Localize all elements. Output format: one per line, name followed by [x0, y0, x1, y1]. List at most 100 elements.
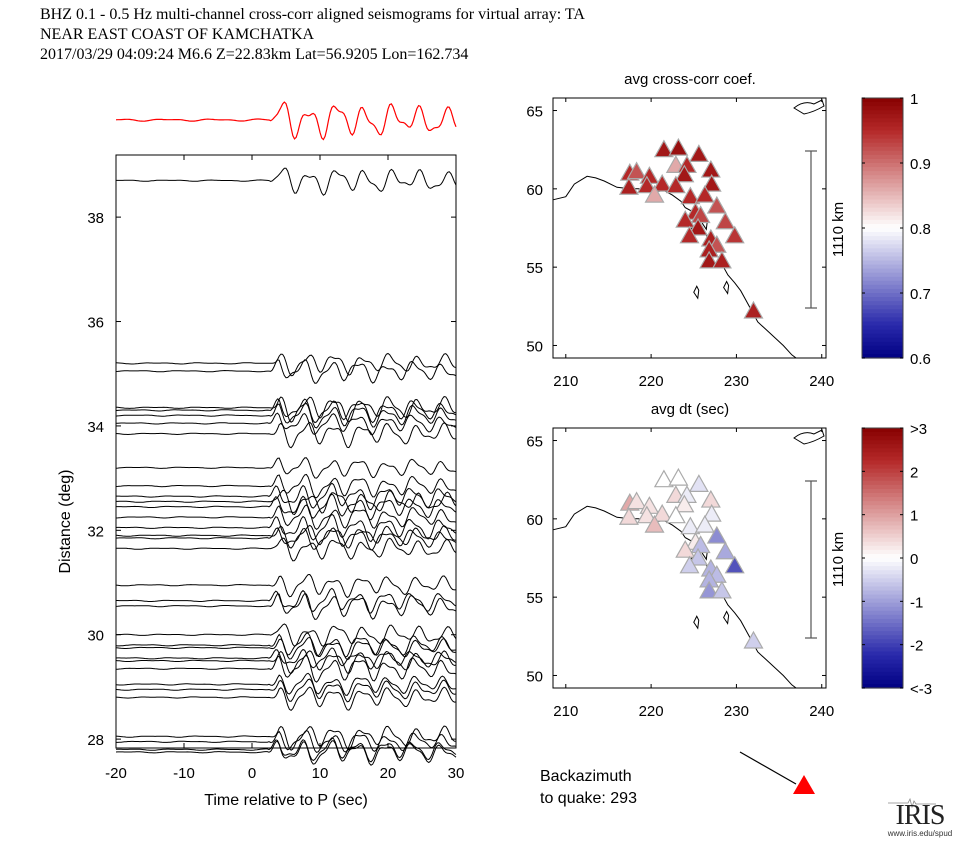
colorbar-segment: [862, 582, 903, 588]
colorbar-segment: [862, 505, 903, 510]
station-marker: [636, 175, 657, 194]
seismogram-trace: [115, 650, 457, 675]
seismogram-trace: [115, 672, 457, 696]
colorbar-segment: [862, 553, 903, 559]
station-marker: [688, 144, 709, 162]
colorbar-segment: [862, 623, 903, 628]
y-tick-label: 32: [87, 523, 104, 540]
colorbar-segment: [862, 349, 903, 355]
colorbar-segment: [862, 130, 903, 136]
colorbar-segment: [862, 98, 903, 103]
title-line-3: 2017/03/29 04:09:24 M6.6 Z=22.83km Lat=5…: [40, 46, 469, 63]
colorbar-segment: [862, 154, 903, 160]
station-marker: [711, 580, 732, 599]
station-marker: [636, 505, 657, 524]
map-frame: [552, 427, 827, 689]
station-marker: [668, 137, 689, 156]
seismogram-trace: [115, 504, 457, 531]
station-marker: [688, 474, 709, 492]
x-tick-label: 240: [809, 373, 834, 390]
colorbar-segment: [862, 655, 903, 661]
seismogram-trace: [115, 398, 457, 424]
colorbar-segment: [862, 472, 903, 478]
colorbar-segment: [862, 468, 903, 474]
colorbar-segment: [862, 675, 903, 681]
seismogram-trace: [115, 513, 457, 543]
colorbar-segment: [862, 333, 903, 339]
scale-bar-label: 1110 km: [830, 202, 847, 257]
station-marker: [715, 541, 736, 560]
island-coast: [693, 285, 700, 300]
y-tick-label: 34: [87, 419, 104, 436]
colorbar-segment: [862, 317, 903, 323]
iris-logo-url: www.iris.edu/spud: [887, 829, 953, 838]
station-marker: [706, 195, 727, 214]
colorbar-segment: [862, 683, 903, 689]
colorbar-segment: [862, 207, 903, 213]
station-marker: [743, 300, 764, 319]
x-tick-label: 240: [809, 703, 834, 720]
station-marker: [743, 630, 764, 649]
colorbar-segment: [862, 627, 903, 632]
seismogram-traces: [115, 167, 457, 766]
y-tick-label: 65: [526, 104, 543, 121]
colorbar-segment: [862, 671, 903, 677]
coastline: [552, 505, 797, 689]
colorbar-segment: [862, 586, 903, 592]
seismogram-trace: [116, 493, 457, 521]
colorbar-segment: [862, 521, 903, 527]
x-tick-label: -10: [173, 765, 195, 782]
colorbar-segment: [862, 146, 903, 152]
colorbar-segment: [862, 541, 903, 547]
colorbar-segment: [862, 252, 903, 258]
backazimuth-label: Backazimuth to quake: 293: [540, 766, 637, 810]
colorbar-segment: [862, 659, 903, 665]
colorbar-segment: [862, 203, 903, 209]
dt-map: [552, 427, 904, 689]
station-marker: [644, 514, 665, 533]
station-marker: [680, 186, 701, 205]
x-tick-label: 210: [553, 373, 578, 390]
seismogram-trace: [115, 636, 457, 661]
station-marker: [668, 467, 689, 486]
y-tick-label: 55: [526, 260, 543, 277]
colorbar-segment: [862, 476, 903, 482]
colorbar-segment: [862, 272, 903, 278]
colorbar-segment: [862, 533, 903, 539]
colorbar-segment: [862, 480, 903, 486]
colorbar-segment: [862, 175, 903, 180]
station-marker: [652, 173, 673, 192]
colorbar-tick-label: -1: [910, 594, 923, 611]
colorbar-segment: [862, 345, 903, 351]
colorbar-segment: [862, 280, 903, 286]
colorbar-segment: [862, 240, 903, 245]
colorbar-segment: [862, 187, 903, 193]
y-tick-label: 60: [526, 182, 543, 199]
colorbar-segment: [862, 460, 903, 466]
colorbar-segment: [862, 329, 903, 335]
colorbar-segment: [862, 594, 903, 600]
colorbar-segment: [862, 428, 903, 433]
colorbar-segment: [862, 440, 903, 445]
colorbar-segment: [862, 260, 903, 266]
colorbar-segment: [862, 195, 903, 201]
x-axis-label: Time relative to P (sec): [204, 792, 368, 809]
seismogram-trace: [116, 167, 457, 196]
colorbar-segment: [862, 651, 903, 657]
colorbar-segment: [862, 138, 903, 144]
colorbar-segment: [862, 228, 903, 233]
station-marker: [644, 184, 665, 203]
island-coast: [723, 280, 730, 295]
seismogram-trace: [116, 737, 457, 763]
y-tick-label: 36: [87, 315, 104, 332]
colorbar-segment: [862, 663, 903, 669]
colorbar-segment: [862, 513, 903, 518]
colorbar-segment: [862, 497, 903, 502]
colorbar-tick-label: 2: [910, 464, 918, 481]
y-tick-label: 38: [87, 210, 104, 227]
colorbar-segment: [862, 452, 903, 458]
seismogram-trace: [115, 725, 457, 751]
title-line-1: BHZ 0.1 - 0.5 Hz multi-channel cross-cor…: [40, 6, 585, 23]
seismogram-trace: [115, 654, 457, 683]
